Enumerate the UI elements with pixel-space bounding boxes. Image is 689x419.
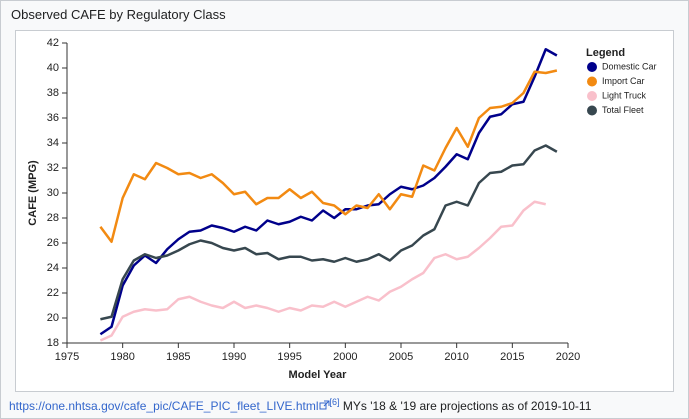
x-tick-label: 2015	[500, 351, 524, 363]
caption-text: MYs '18 & '19 are projections as of 2019…	[342, 399, 592, 413]
y-tick-label: 18	[47, 337, 59, 349]
legend-swatch	[587, 62, 597, 72]
series-line	[99, 200, 547, 342]
legend-label: Total Fleet	[602, 105, 644, 115]
x-tick-label: 1985	[166, 351, 190, 363]
legend-label: Import Car	[602, 76, 645, 86]
y-tick-label: 30	[47, 187, 59, 199]
y-axis-label: CAFE (MPG)	[27, 160, 39, 226]
y-tick-label: 32	[47, 162, 59, 174]
y-tick-label: 24	[47, 262, 59, 274]
series-line	[99, 48, 558, 336]
reference[interactable]: [6]	[329, 397, 340, 407]
y-tick-label: 42	[47, 37, 59, 49]
x-tick-label: 2000	[333, 351, 357, 363]
x-tick-label: 1980	[110, 351, 134, 363]
x-tick-label: 1995	[277, 351, 301, 363]
x-tick-label: 1975	[55, 351, 79, 363]
x-tick-label: 2010	[444, 351, 468, 363]
chart-frame: 18 20 22 24 26 28 30 32 34 36 38 40 42 1975 1980 1985 19…	[15, 30, 674, 392]
y-tick-label: 40	[47, 62, 59, 74]
source-link[interactable]: https://one.nhtsa.gov/cafe_pic/CAFE_PIC_…	[9, 399, 319, 413]
y-tick-label: 20	[47, 312, 59, 324]
y-tick-label: 34	[47, 137, 59, 149]
chart: 18 20 22 24 26 28 30 32 34 36 38 40 42 1975 1980 1985 19…	[27, 37, 657, 381]
legend-swatch	[587, 76, 597, 87]
legend-label: Light Truck	[602, 90, 647, 100]
y-tick-label: 26	[47, 237, 59, 249]
x-tick-label: 2020	[556, 351, 580, 363]
legend-swatch	[587, 105, 597, 116]
external-link-icon	[319, 400, 330, 410]
legend-swatch	[587, 91, 597, 101]
legend-title: Legend	[586, 47, 625, 59]
y-tick-label: 28	[47, 212, 59, 224]
x-axis-label: Model Year	[289, 369, 348, 381]
series-line	[99, 69, 558, 243]
y-tick-label: 38	[47, 87, 59, 99]
chart-title: Observed CAFE by Regulatory Class	[11, 7, 226, 22]
y-tick-label: 36	[47, 112, 59, 124]
y-tick-label: 22	[47, 287, 59, 299]
series-line	[100, 144, 558, 321]
caption: https://one.nhtsa.gov/cafe_pic/CAFE_PIC_…	[9, 397, 591, 413]
x-tick-label: 2005	[389, 351, 413, 363]
legend-label: Domestic Car	[602, 61, 657, 71]
x-tick-label: 1990	[222, 351, 246, 363]
